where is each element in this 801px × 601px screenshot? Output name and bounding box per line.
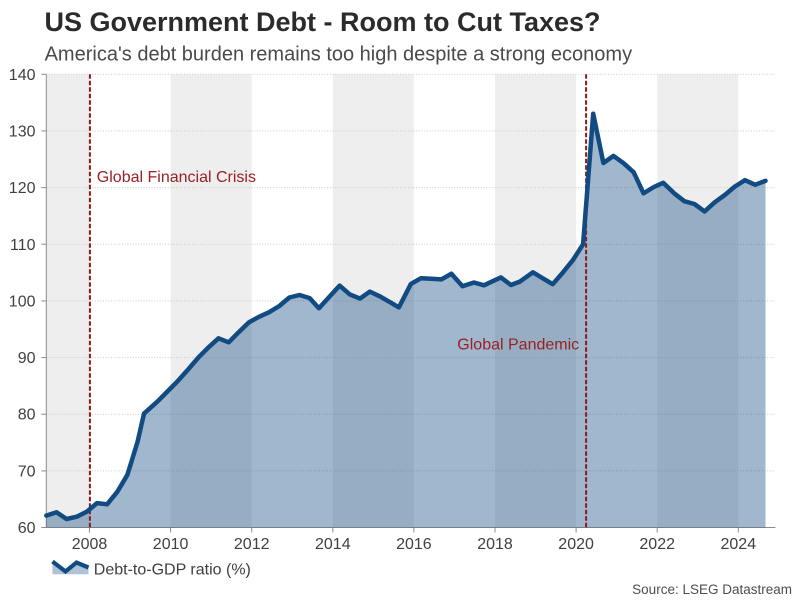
svg-text:Debt-to-GDP ratio (%): Debt-to-GDP ratio (%) <box>94 562 251 579</box>
svg-text:110: 110 <box>10 237 36 254</box>
svg-text:2024: 2024 <box>721 536 757 553</box>
svg-text:2008: 2008 <box>72 536 108 553</box>
svg-text:2010: 2010 <box>153 536 189 553</box>
svg-text:Global Pandemic: Global Pandemic <box>457 336 579 353</box>
svg-text:Source: LSEG Datastream: Source: LSEG Datastream <box>632 582 792 597</box>
svg-text:2016: 2016 <box>396 536 432 553</box>
svg-text:2020: 2020 <box>558 536 594 553</box>
svg-text:2012: 2012 <box>234 536 270 553</box>
svg-text:2022: 2022 <box>639 536 675 553</box>
svg-text:130: 130 <box>9 123 36 140</box>
svg-text:2018: 2018 <box>477 536 513 553</box>
svg-text:Global Financial Crisis: Global Financial Crisis <box>97 169 256 186</box>
svg-text:US Government Debt - Room to C: US Government Debt - Room to Cut Taxes? <box>45 7 601 37</box>
svg-text:80: 80 <box>18 407 36 424</box>
svg-text:90: 90 <box>18 350 36 367</box>
svg-text:100: 100 <box>9 293 36 310</box>
svg-text:60: 60 <box>18 520 36 537</box>
svg-text:70: 70 <box>18 463 36 480</box>
svg-text:2014: 2014 <box>315 536 351 553</box>
svg-text:120: 120 <box>9 180 36 197</box>
svg-text:America's debt burden remains: America's debt burden remains too high d… <box>45 44 632 66</box>
svg-text:140: 140 <box>9 67 36 84</box>
